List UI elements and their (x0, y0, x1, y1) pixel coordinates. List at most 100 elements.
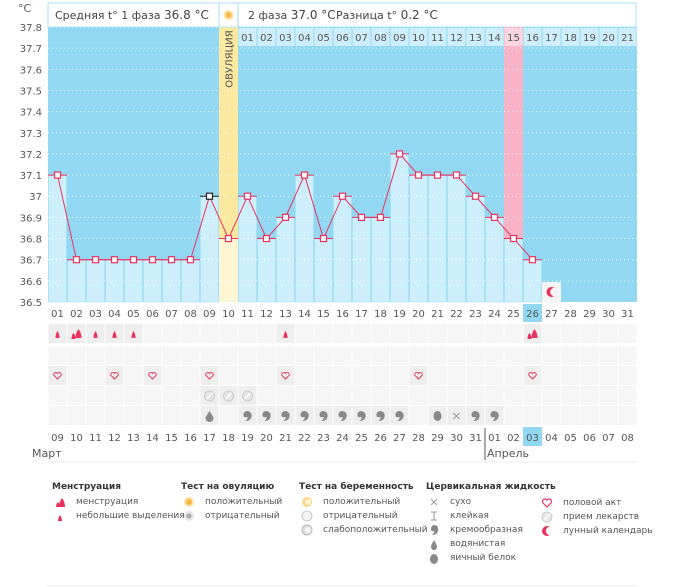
event-grid-cell (618, 324, 637, 343)
egg-white-icon (426, 552, 442, 564)
month-label: Апрель (487, 447, 529, 460)
spotting-icon (131, 331, 136, 338)
calendar-date-label: 13 (127, 433, 140, 444)
event-grid-cell (466, 366, 485, 385)
heart-icon (414, 372, 423, 380)
pill-icon-line (243, 392, 252, 400)
calendar-date-label: 30 (450, 433, 463, 444)
cycle-day-label: 29 (583, 309, 596, 320)
event-grid-cell (371, 366, 390, 385)
event-grid-cell (257, 386, 276, 405)
phase1-label: Средняя t° 1 фаза 36.8 °C (55, 8, 209, 22)
event-grid-cell (599, 324, 618, 343)
cycle-day-label: 15 (317, 309, 330, 320)
cycle-day-label: 03 (89, 309, 102, 320)
post-ovulation-day-label: 11 (431, 33, 444, 44)
event-grid-cell (295, 346, 314, 365)
event-grid-cell (466, 386, 485, 405)
heart-icon (53, 372, 62, 380)
post-ovulation-day-label: 19 (583, 33, 596, 44)
temperature-point (319, 234, 328, 243)
cycle-day-label: 06 (146, 309, 159, 320)
event-grid-cell (561, 366, 580, 385)
calendar-date-label: 07 (602, 433, 615, 444)
calendar-date-label: 01 (488, 433, 501, 444)
temperature-point (205, 192, 214, 200)
y-tick-label: 36.9 (20, 213, 42, 224)
event-grid-cell (523, 346, 542, 365)
event-grid-cell (105, 406, 124, 425)
event-grid-cell (390, 324, 409, 343)
temperature-bar (466, 195, 485, 303)
pregnancy-positive-icon (299, 496, 315, 508)
cycle-day-label: 20 (412, 309, 425, 320)
post-ovulation-day-label: 20 (602, 33, 615, 44)
temperature-point (509, 234, 518, 243)
heart-icon (528, 372, 537, 380)
cycle-day-label: 01 (51, 309, 64, 320)
event-grid-cell (143, 406, 162, 425)
spotting-icon (93, 331, 98, 338)
cycle-day-label: 27 (545, 309, 558, 320)
event-grid-cell (371, 346, 390, 365)
event-grid-cell (618, 346, 637, 365)
event-grid-cell (124, 346, 143, 365)
temperature-bar (504, 238, 523, 303)
temperature-point (376, 213, 385, 221)
footer-divider (46, 585, 636, 586)
y-tick-label: 36.8 (20, 235, 42, 246)
calendar-date-label: 09 (51, 433, 64, 444)
heart-icon (281, 372, 290, 380)
event-grid-cell (542, 366, 561, 385)
event-grid-cell (580, 406, 599, 425)
post-ovulation-day-cell (238, 28, 257, 46)
moon-icon-cutout (550, 287, 559, 297)
calendar-date-label: 04 (545, 433, 558, 444)
pregnancy-weak-icon (299, 524, 315, 536)
legend-other: половой акт прием лекарств лунный календ… (539, 496, 653, 538)
post-ovulation-day-label: 15 (507, 33, 520, 44)
post-ovulation-day-cell (447, 28, 466, 46)
post-ovulation-day-label: 06 (336, 33, 349, 44)
temperature-point (262, 234, 271, 243)
event-grid-cell (257, 346, 276, 365)
calendar-date-label: 02 (507, 433, 520, 444)
event-grid-cell (428, 324, 447, 343)
y-tick-label: 37.7 (20, 44, 42, 55)
post-ovulation-day-label: 01 (241, 33, 254, 44)
post-ovulation-day-cell (599, 28, 618, 46)
event-grid-cell (599, 366, 618, 385)
calendar-date-label: 19 (241, 433, 254, 444)
temperature-point (224, 234, 233, 243)
event-grid-cell (447, 346, 466, 365)
post-ovulation-day-label: 13 (469, 33, 482, 44)
calendar-date-label: 21 (279, 433, 292, 444)
event-grid-cell (580, 324, 599, 343)
event-grid-cell (561, 324, 580, 343)
event-grid-cell (238, 324, 257, 343)
calendar-date-label: 16 (184, 433, 197, 444)
legend-item: сухо (450, 497, 472, 507)
temperature-point (395, 150, 404, 158)
event-grid-cell (219, 406, 238, 425)
event-grid-cell (428, 366, 447, 385)
pill-icon-line (224, 392, 233, 400)
cycle-day-label: 24 (488, 309, 501, 320)
post-ovulation-day-label: 12 (450, 33, 463, 44)
event-grid-cell (599, 406, 618, 425)
cycle-day-label: 09 (203, 309, 216, 320)
spotting-icon (52, 510, 68, 522)
event-grid-cell (561, 386, 580, 405)
post-ovulation-day-cell (276, 28, 295, 46)
event-grid-cell (580, 386, 599, 405)
temperature-point (281, 213, 290, 221)
ovulation-label: ОВУЛЯЦИЯ (225, 30, 236, 88)
event-grid-cell (504, 406, 523, 425)
calendar-date-label: 27 (393, 433, 406, 444)
cycle-day-label: 12 (260, 309, 273, 320)
phase2-label: 2 фаза 37.0 °C (248, 8, 336, 22)
calendar-date-label: 28 (412, 433, 425, 444)
post-ovulation-day-cell (523, 28, 542, 46)
event-grid-cell (428, 386, 447, 405)
heart-icon (539, 497, 555, 509)
